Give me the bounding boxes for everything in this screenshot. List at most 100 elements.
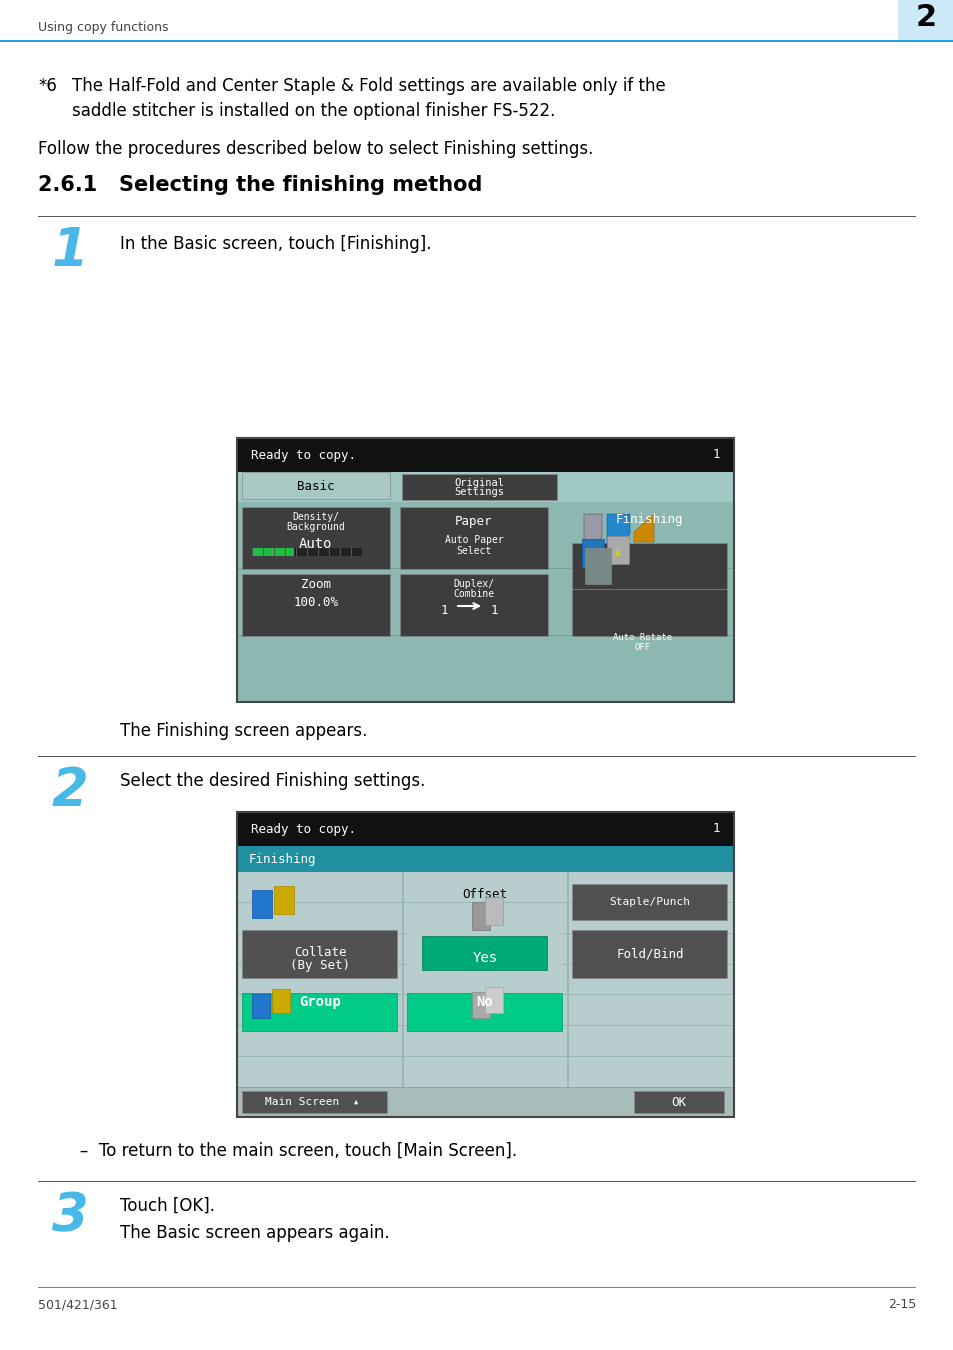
Text: 2: 2: [52, 765, 89, 817]
Bar: [236, 811, 733, 1116]
Bar: [401, 872, 403, 1087]
Bar: [38, 756, 915, 757]
Bar: [38, 1287, 915, 1288]
Bar: [339, 548, 340, 556]
Text: 2: 2: [915, 4, 936, 32]
Polygon shape: [634, 514, 654, 541]
Bar: [606, 536, 628, 564]
Bar: [0, 40, 953, 42]
Bar: [242, 994, 396, 1031]
Text: 1: 1: [712, 822, 720, 836]
Text: 1: 1: [439, 603, 447, 617]
Bar: [252, 994, 270, 1018]
Text: Auto: Auto: [299, 537, 333, 551]
Bar: [317, 548, 318, 556]
Bar: [274, 886, 294, 914]
Bar: [252, 548, 361, 556]
Bar: [242, 1091, 387, 1112]
Bar: [484, 896, 502, 925]
Bar: [581, 539, 603, 567]
Text: Finishing: Finishing: [249, 852, 316, 865]
Text: 2-15: 2-15: [887, 1297, 915, 1311]
Text: Group: Group: [298, 995, 340, 1008]
Bar: [897, 0, 953, 40]
Polygon shape: [606, 514, 629, 544]
Bar: [484, 987, 502, 1012]
Bar: [252, 548, 253, 556]
Bar: [236, 437, 733, 702]
Text: 3: 3: [52, 1189, 89, 1242]
Text: A: A: [615, 549, 620, 559]
Bar: [252, 548, 294, 556]
Text: Ready to copy.: Ready to copy.: [251, 448, 355, 462]
Text: Using copy functions: Using copy functions: [38, 22, 169, 35]
Bar: [236, 1087, 733, 1116]
Bar: [38, 216, 915, 217]
Bar: [584, 548, 610, 585]
Text: Staple/Punch: Staple/Punch: [609, 896, 690, 907]
Text: Select: Select: [456, 545, 491, 556]
Text: OK: OK: [671, 1095, 686, 1108]
Bar: [407, 930, 561, 977]
Text: Auto Rotate: Auto Rotate: [613, 633, 672, 641]
Text: Finishing: Finishing: [615, 513, 682, 526]
Bar: [242, 472, 390, 499]
Text: Select the desired Finishing settings.: Select the desired Finishing settings.: [120, 772, 425, 790]
Text: Main Screen  ▴: Main Screen ▴: [265, 1098, 359, 1107]
Text: Collate: Collate: [294, 945, 346, 958]
Bar: [421, 936, 546, 971]
Text: 2.6.1   Selecting the finishing method: 2.6.1 Selecting the finishing method: [38, 176, 482, 194]
Bar: [329, 548, 330, 556]
Text: No: No: [476, 995, 493, 1008]
Bar: [572, 930, 726, 977]
Bar: [263, 548, 264, 556]
Text: Ready to copy.: Ready to copy.: [251, 822, 355, 836]
Bar: [351, 548, 352, 556]
Text: Auto Paper: Auto Paper: [444, 535, 503, 545]
Bar: [236, 811, 733, 846]
Text: Combine: Combine: [453, 589, 494, 599]
Text: Zoom: Zoom: [301, 578, 331, 590]
Text: 1: 1: [712, 448, 720, 462]
Text: Density/: Density/: [293, 512, 339, 522]
Bar: [572, 884, 726, 919]
Text: 501/421/361: 501/421/361: [38, 1297, 117, 1311]
Bar: [242, 930, 396, 977]
Bar: [236, 437, 733, 472]
Bar: [236, 502, 733, 702]
Bar: [407, 994, 561, 1031]
Text: (By Set): (By Set): [290, 958, 350, 972]
Text: The Half-Fold and Center Staple & Fold settings are available only if the: The Half-Fold and Center Staple & Fold s…: [71, 77, 665, 95]
Bar: [634, 1091, 723, 1112]
Text: Touch [OK].: Touch [OK].: [120, 1197, 214, 1215]
Bar: [38, 1180, 915, 1183]
Text: The Basic screen appears again.: The Basic screen appears again.: [120, 1224, 389, 1242]
Bar: [581, 512, 609, 541]
Text: Follow the procedures described below to select Finishing settings.: Follow the procedures described below to…: [38, 140, 593, 158]
Text: Yes: Yes: [472, 950, 497, 965]
Bar: [472, 992, 490, 1018]
Text: OFF: OFF: [635, 644, 650, 652]
Text: Original: Original: [454, 478, 503, 487]
Bar: [242, 508, 390, 568]
Bar: [252, 890, 272, 918]
Bar: [472, 902, 490, 930]
Text: –  To return to the main screen, touch [Main Screen].: – To return to the main screen, touch [M…: [80, 1142, 517, 1160]
Bar: [236, 472, 733, 502]
Bar: [285, 548, 286, 556]
Bar: [242, 574, 390, 636]
Text: Fold/Bind: Fold/Bind: [616, 948, 683, 960]
Bar: [399, 508, 547, 568]
Text: Basic: Basic: [297, 481, 335, 494]
Text: In the Basic screen, touch [Finishing].: In the Basic screen, touch [Finishing].: [120, 235, 431, 252]
Text: The Finishing screen appears.: The Finishing screen appears.: [120, 722, 367, 740]
Bar: [295, 548, 296, 556]
Text: Paper: Paper: [455, 516, 493, 528]
Text: *6: *6: [38, 77, 57, 95]
Text: 1: 1: [52, 225, 89, 277]
Text: 1: 1: [490, 603, 497, 617]
Bar: [566, 872, 568, 1087]
Text: saddle stitcher is installed on the optional finisher FS-522.: saddle stitcher is installed on the opti…: [71, 103, 555, 120]
Text: Offset: Offset: [462, 888, 507, 902]
Text: Settings: Settings: [454, 487, 503, 497]
